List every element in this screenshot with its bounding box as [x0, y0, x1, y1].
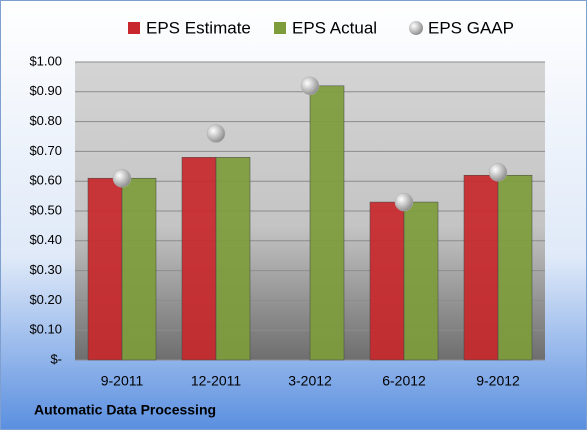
bar: [309, 85, 345, 361]
y-tick-label: $0.90: [29, 83, 62, 98]
y-tick-label: $0.30: [29, 262, 62, 277]
point: [300, 76, 320, 96]
x-tick-label: 9-2011: [101, 373, 144, 389]
bar: [403, 201, 439, 361]
bar: [181, 157, 217, 361]
bar: [369, 201, 405, 361]
x-tick-label: 3-2012: [288, 373, 332, 389]
point: [112, 168, 132, 188]
bar: [463, 174, 499, 361]
legend-label: EPS Estimate: [146, 18, 251, 37]
point: [488, 163, 508, 182]
legend-label: EPS GAAP: [428, 18, 514, 37]
y-tick-label: $0.20: [29, 292, 62, 307]
x-tick-label: 12-2011: [191, 373, 242, 389]
point: [394, 192, 414, 212]
y-tick-label: $0.50: [29, 202, 62, 217]
x-tick-label: 6-2012: [382, 373, 426, 389]
bar: [215, 157, 251, 361]
legend-marker: [274, 22, 286, 34]
y-tick-label: $0.80: [29, 113, 62, 128]
point: [206, 124, 226, 143]
bar: [121, 177, 157, 361]
y-tick-label: $-: [50, 351, 62, 366]
chart-title: Automatic Data Processing: [34, 402, 216, 418]
y-tick-label: $0.40: [29, 232, 62, 247]
legend-marker: [409, 21, 423, 35]
y-tick-label: $1.00: [29, 53, 62, 68]
bar: [497, 174, 533, 361]
x-tick-label: 9-2012: [476, 373, 520, 389]
legend-label: EPS Actual: [292, 18, 377, 37]
legend-marker: [128, 22, 140, 34]
y-tick-label: $0.10: [29, 322, 62, 337]
y-tick-label: $0.70: [29, 143, 62, 158]
bar: [87, 177, 123, 361]
y-tick-label: $0.60: [29, 173, 62, 188]
